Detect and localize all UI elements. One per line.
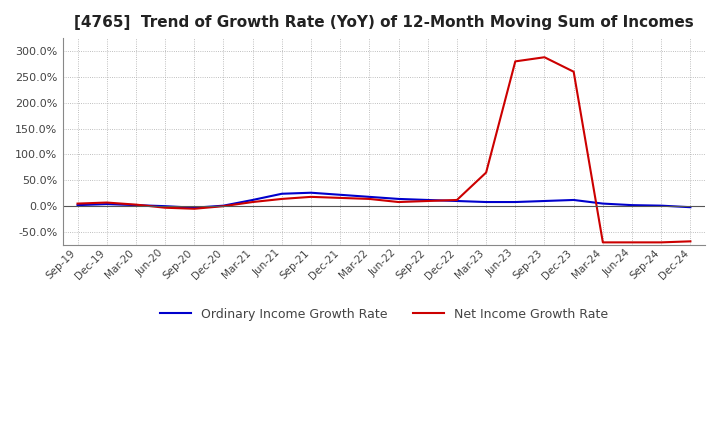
Line: Ordinary Income Growth Rate: Ordinary Income Growth Rate bbox=[78, 193, 690, 208]
Legend: Ordinary Income Growth Rate, Net Income Growth Rate: Ordinary Income Growth Rate, Net Income … bbox=[155, 303, 613, 326]
Ordinary Income Growth Rate bbox=[570, 197, 578, 202]
Net Income Growth Rate bbox=[540, 55, 549, 60]
Ordinary Income Growth Rate bbox=[248, 197, 257, 202]
Ordinary Income Growth Rate bbox=[482, 199, 490, 205]
Title: [4765]  Trend of Growth Rate (YoY) of 12-Month Moving Sum of Incomes: [4765] Trend of Growth Rate (YoY) of 12-… bbox=[74, 15, 694, 30]
Net Income Growth Rate bbox=[570, 69, 578, 74]
Ordinary Income Growth Rate bbox=[365, 194, 374, 199]
Ordinary Income Growth Rate bbox=[190, 205, 199, 210]
Ordinary Income Growth Rate bbox=[277, 191, 286, 196]
Net Income Growth Rate bbox=[628, 240, 636, 245]
Ordinary Income Growth Rate bbox=[73, 202, 82, 208]
Net Income Growth Rate bbox=[161, 205, 169, 210]
Net Income Growth Rate bbox=[395, 199, 403, 205]
Net Income Growth Rate bbox=[423, 198, 432, 204]
Net Income Growth Rate bbox=[73, 201, 82, 206]
Line: Net Income Growth Rate: Net Income Growth Rate bbox=[78, 57, 690, 242]
Net Income Growth Rate bbox=[511, 59, 520, 64]
Ordinary Income Growth Rate bbox=[657, 203, 665, 208]
Net Income Growth Rate bbox=[598, 240, 607, 245]
Net Income Growth Rate bbox=[365, 196, 374, 202]
Net Income Growth Rate bbox=[307, 194, 315, 199]
Net Income Growth Rate bbox=[248, 199, 257, 205]
Net Income Growth Rate bbox=[277, 196, 286, 202]
Net Income Growth Rate bbox=[482, 170, 490, 175]
Net Income Growth Rate bbox=[453, 197, 462, 202]
Net Income Growth Rate bbox=[132, 202, 140, 207]
Ordinary Income Growth Rate bbox=[540, 198, 549, 204]
Net Income Growth Rate bbox=[686, 238, 695, 244]
Net Income Growth Rate bbox=[102, 200, 111, 205]
Ordinary Income Growth Rate bbox=[511, 199, 520, 205]
Ordinary Income Growth Rate bbox=[686, 205, 695, 210]
Net Income Growth Rate bbox=[190, 206, 199, 211]
Ordinary Income Growth Rate bbox=[307, 190, 315, 195]
Ordinary Income Growth Rate bbox=[161, 204, 169, 209]
Net Income Growth Rate bbox=[219, 204, 228, 209]
Ordinary Income Growth Rate bbox=[423, 197, 432, 202]
Net Income Growth Rate bbox=[336, 195, 344, 201]
Ordinary Income Growth Rate bbox=[219, 203, 228, 208]
Net Income Growth Rate bbox=[657, 240, 665, 245]
Ordinary Income Growth Rate bbox=[628, 202, 636, 208]
Ordinary Income Growth Rate bbox=[395, 196, 403, 202]
Ordinary Income Growth Rate bbox=[132, 202, 140, 208]
Ordinary Income Growth Rate bbox=[598, 201, 607, 206]
Ordinary Income Growth Rate bbox=[453, 198, 462, 204]
Ordinary Income Growth Rate bbox=[102, 202, 111, 207]
Ordinary Income Growth Rate bbox=[336, 192, 344, 198]
